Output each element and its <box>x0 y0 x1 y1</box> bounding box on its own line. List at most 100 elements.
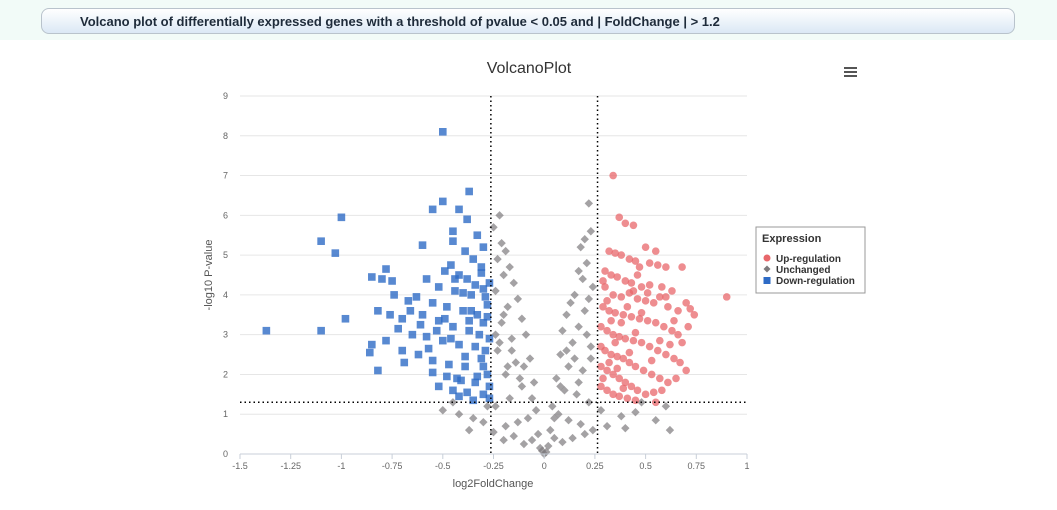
up-regulated-point <box>651 318 660 327</box>
up-regulated-point <box>617 293 626 301</box>
down-regulated-point <box>463 215 471 224</box>
x-tick-label: -1.25 <box>280 461 301 471</box>
unchanged-point <box>509 431 518 441</box>
down-regulated-point <box>477 269 486 277</box>
legend-item-down[interactable]: Down-regulation <box>763 276 855 287</box>
y-tick-label: 0 <box>223 449 228 459</box>
down-regulated-point <box>463 388 471 397</box>
down-regulated-point <box>455 340 463 349</box>
down-regulated-point <box>479 285 488 293</box>
down-regulated-point <box>455 271 463 279</box>
unchanged-point <box>621 423 630 433</box>
unchanged-point <box>501 246 510 256</box>
down-regulated-point <box>382 265 390 273</box>
up-regulated-point <box>597 322 605 331</box>
down-regulated-point <box>483 312 492 321</box>
up-regulated-point <box>637 308 646 317</box>
up-regulated-point <box>603 386 611 395</box>
x-tick-label: -0.25 <box>483 461 504 471</box>
unchanged-point <box>537 446 547 456</box>
down-regulated-point <box>418 310 427 319</box>
up-regulated-point <box>641 297 650 305</box>
unchanged-point <box>527 435 537 445</box>
unchanged-point <box>578 366 587 375</box>
down-regulated-point <box>382 336 390 345</box>
up-regulated-point <box>609 291 617 299</box>
down-regulated-point <box>408 330 417 339</box>
unchanged-point <box>438 406 447 415</box>
down-regulated-point <box>404 297 413 305</box>
down-regulated-point <box>473 310 482 319</box>
up-regulated-point <box>662 293 670 301</box>
up-regulated-point <box>621 219 630 228</box>
unchanged-point <box>586 342 596 351</box>
down-regulated-point <box>449 227 457 236</box>
unchanged-point <box>493 254 502 264</box>
volcano-chart: VolcanoPlot 0 1 2 3 4 5 6 7 8 9 -1.5 -1.25 -1 -0.75 -0… <box>203 60 866 490</box>
down-regulated-point <box>481 346 490 355</box>
down-regulated-point <box>447 261 455 269</box>
unchanged-point <box>515 374 525 383</box>
hamburger-menu-icon[interactable] <box>843 65 859 81</box>
up-regulated-point <box>655 336 664 345</box>
up-regulated-point <box>643 289 652 297</box>
unchanged-point <box>454 410 464 419</box>
up-regulated-point <box>637 283 646 291</box>
unchanged-point <box>580 429 589 439</box>
legend-label-unchanged: Unchanged <box>776 265 830 276</box>
down-regulated-point <box>473 372 482 381</box>
unchanged-point <box>596 406 606 415</box>
threshold-lines <box>240 96 747 454</box>
up-regulated-point <box>601 267 609 275</box>
unchanged-point <box>548 402 557 411</box>
up-regulated-point <box>633 271 642 279</box>
up-regulated-point <box>599 277 607 285</box>
up-regulated-point <box>668 326 676 335</box>
unchanged-point <box>564 415 573 425</box>
unchanged-point <box>576 419 585 429</box>
legend-item-up[interactable]: Up-regulation <box>763 254 842 265</box>
up-regulated-point <box>666 340 674 349</box>
up-regulated-point <box>631 257 640 265</box>
down-regulated-point <box>449 322 457 331</box>
unchanged-point <box>651 415 660 425</box>
unchanged-point <box>566 298 575 308</box>
up-regulated-point <box>670 316 678 325</box>
x-tick-label: -0.75 <box>382 461 403 471</box>
down-regulated-point <box>469 396 478 405</box>
up-regulated-point <box>625 255 634 263</box>
up-regulated-point <box>655 374 664 383</box>
unchanged-point <box>513 294 523 304</box>
up-regulated-point <box>615 332 624 341</box>
down-regulated-point <box>477 263 486 271</box>
up-regulated-point <box>603 326 611 335</box>
down-regulated-point <box>418 241 427 249</box>
unchanged-point <box>469 414 478 423</box>
up-regulated-point <box>674 307 682 315</box>
unchanged-point <box>576 242 585 252</box>
down-regulated-point <box>447 334 455 343</box>
up-regulated-point <box>601 283 609 291</box>
down-regulated-point <box>459 289 467 297</box>
up-regulated-point <box>684 322 692 331</box>
unchanged-point <box>464 425 474 435</box>
down-regulated-point <box>469 255 478 263</box>
down-regulated-point <box>341 314 350 323</box>
up-regulated-point <box>627 312 636 321</box>
legend-item-unchanged[interactable]: Unchanged <box>763 265 831 276</box>
down-regulated-point <box>386 310 394 319</box>
down-regulated-point <box>483 370 492 379</box>
up-regulated-point <box>662 350 670 359</box>
up-regulated-point <box>682 366 690 375</box>
unchanged-point <box>495 211 504 220</box>
up-regulated-point <box>609 390 617 399</box>
down-regulated-point <box>455 205 463 214</box>
data-points <box>262 128 731 459</box>
up-regulated-point <box>625 358 634 367</box>
up-regulated-point <box>619 354 628 363</box>
down-regulated-point <box>483 301 492 309</box>
legend-label-up: Up-regulation <box>776 254 841 265</box>
up-regulated-point <box>629 336 638 345</box>
unchanged-point <box>505 394 514 403</box>
up-regulated-point <box>609 171 617 180</box>
